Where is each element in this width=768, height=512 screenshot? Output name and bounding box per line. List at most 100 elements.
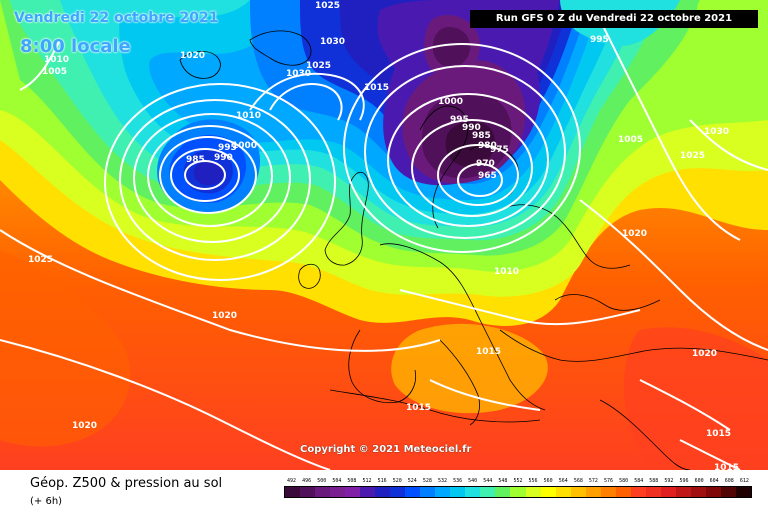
scale-swatch — [690, 487, 706, 497]
isobar-label: 995 — [450, 115, 469, 125]
isobar-label: 985 — [186, 155, 205, 165]
scale-swatch — [420, 487, 436, 497]
isobar-label: 970 — [476, 159, 495, 169]
isobar-label: 1020 — [180, 51, 205, 61]
forecast-local-time: 8:00 locale — [20, 36, 131, 57]
isobars — [0, 19, 768, 470]
isobar-label: 1020 — [212, 311, 237, 321]
scale-value: 576 — [604, 478, 614, 484]
scale-value: 492 — [287, 478, 297, 484]
isobar-label: 975 — [490, 145, 509, 155]
scale-swatch — [330, 487, 346, 497]
scale-value: 520 — [392, 478, 402, 484]
scale-swatch — [720, 487, 736, 497]
legend-subtitle: (+ 6h) — [30, 496, 63, 507]
scale-swatch — [345, 487, 361, 497]
legend-title: Géop. Z500 & pression au sol — [30, 476, 223, 491]
scale-value: 536 — [453, 478, 463, 484]
isobar-label: 1010 — [44, 55, 69, 65]
isobar-label: 1010 — [236, 111, 261, 121]
isobar-labels: 1025 1020 1010 1005 1030 1030 1025 1015 … — [28, 1, 739, 470]
isobar-label: 1005 — [42, 67, 67, 77]
scale-value: 556 — [528, 478, 538, 484]
scale-swatch — [630, 487, 646, 497]
scale-value: 500 — [317, 478, 327, 484]
scale-swatch — [570, 487, 586, 497]
scale-value: 592 — [664, 478, 674, 484]
scale-value: 524 — [407, 478, 417, 484]
isobar-label: 1000 — [232, 141, 257, 151]
isobar-label: 1015 — [406, 403, 431, 413]
isobar-label: 1015 — [364, 83, 389, 93]
isobar-label: 1015 — [714, 463, 739, 470]
isobar-label: 995 — [218, 143, 237, 153]
weather-map: 1025 1020 1010 1005 1030 1030 1025 1015 … — [0, 0, 768, 470]
scale-value: 588 — [649, 478, 659, 484]
scale-value: 528 — [422, 478, 432, 484]
scale-swatch — [495, 487, 511, 497]
scale-swatch — [480, 487, 496, 497]
scale-swatch — [555, 487, 571, 497]
isobar-label: 1020 — [622, 229, 647, 239]
model-run-banner: Run GFS 0 Z du Vendredi 22 octobre 2021 — [470, 10, 758, 28]
isobar-label: 1010 — [494, 267, 519, 277]
isobar-label: 1000 — [438, 97, 463, 107]
scale-value: 560 — [543, 478, 553, 484]
isobar-label: 990 — [462, 123, 481, 133]
isobar-label: 1030 — [704, 127, 729, 137]
scale-value: 600 — [694, 478, 704, 484]
isobar-label: 1020 — [72, 421, 97, 431]
isobar-label: 995 — [590, 35, 609, 45]
isobar-label: 990 — [214, 153, 233, 163]
scale-swatch — [735, 487, 751, 497]
scale-swatch — [510, 487, 526, 497]
scale-value: 584 — [634, 478, 644, 484]
scale-swatch — [450, 487, 466, 497]
scale-swatch — [540, 487, 556, 497]
isobar-label: 1025 — [306, 61, 331, 71]
color-scale: 492 496 500 504 508 512 516 520 524 528 532 536 540 5… — [284, 478, 752, 498]
isobar-label: 1020 — [692, 349, 717, 359]
isobar-label: 985 — [472, 131, 491, 141]
scale-swatch — [360, 487, 376, 497]
scale-swatch — [615, 487, 631, 497]
scale-value: 544 — [483, 478, 493, 484]
scale-value: 508 — [347, 478, 357, 484]
map-canvas: 1025 1020 1010 1005 1030 1030 1025 1015 … — [0, 0, 768, 470]
scale-value: 496 — [302, 478, 312, 484]
scale-value: 608 — [724, 478, 734, 484]
scale-value: 504 — [332, 478, 342, 484]
scale-value: 604 — [709, 478, 719, 484]
scale-swatch — [405, 487, 421, 497]
isobar-label: 1015 — [706, 429, 731, 439]
legend-panel: Géop. Z500 & pression au sol (+ 6h) 492 4… — [0, 470, 768, 512]
scale-swatch — [435, 487, 451, 497]
scale-value: 532 — [437, 478, 447, 484]
scale-value: 540 — [468, 478, 478, 484]
isobar-label: 965 — [478, 171, 497, 181]
scale-value: 548 — [498, 478, 508, 484]
isobar-label: 1025 — [680, 151, 705, 161]
scale-swatch — [645, 487, 661, 497]
scale-swatch — [315, 487, 331, 497]
scale-value: 516 — [377, 478, 387, 484]
color-scale-bar — [284, 486, 752, 498]
isobar-label: 980 — [478, 141, 497, 151]
color-scale-labels: 492 496 500 504 508 512 516 520 524 528 532 536 540 5… — [284, 478, 752, 484]
scale-swatch — [525, 487, 541, 497]
scale-swatch — [675, 487, 691, 497]
scale-swatch — [390, 487, 406, 497]
isobar-label: 1005 — [618, 135, 643, 145]
isobar-label: 1030 — [320, 37, 345, 47]
forecast-date: Vendredi 22 octobre 2021 — [14, 10, 219, 26]
copyright-notice: Copyright © 2021 Meteociel.fr — [300, 444, 472, 455]
scale-swatch — [375, 487, 391, 497]
scale-value: 596 — [679, 478, 689, 484]
coastlines — [179, 30, 768, 470]
scale-value: 612 — [739, 478, 749, 484]
scale-swatch — [600, 487, 616, 497]
isobar-label: 1025 — [28, 255, 53, 265]
scale-swatch — [300, 487, 316, 497]
scale-swatch — [705, 487, 721, 497]
scale-swatch — [660, 487, 676, 497]
